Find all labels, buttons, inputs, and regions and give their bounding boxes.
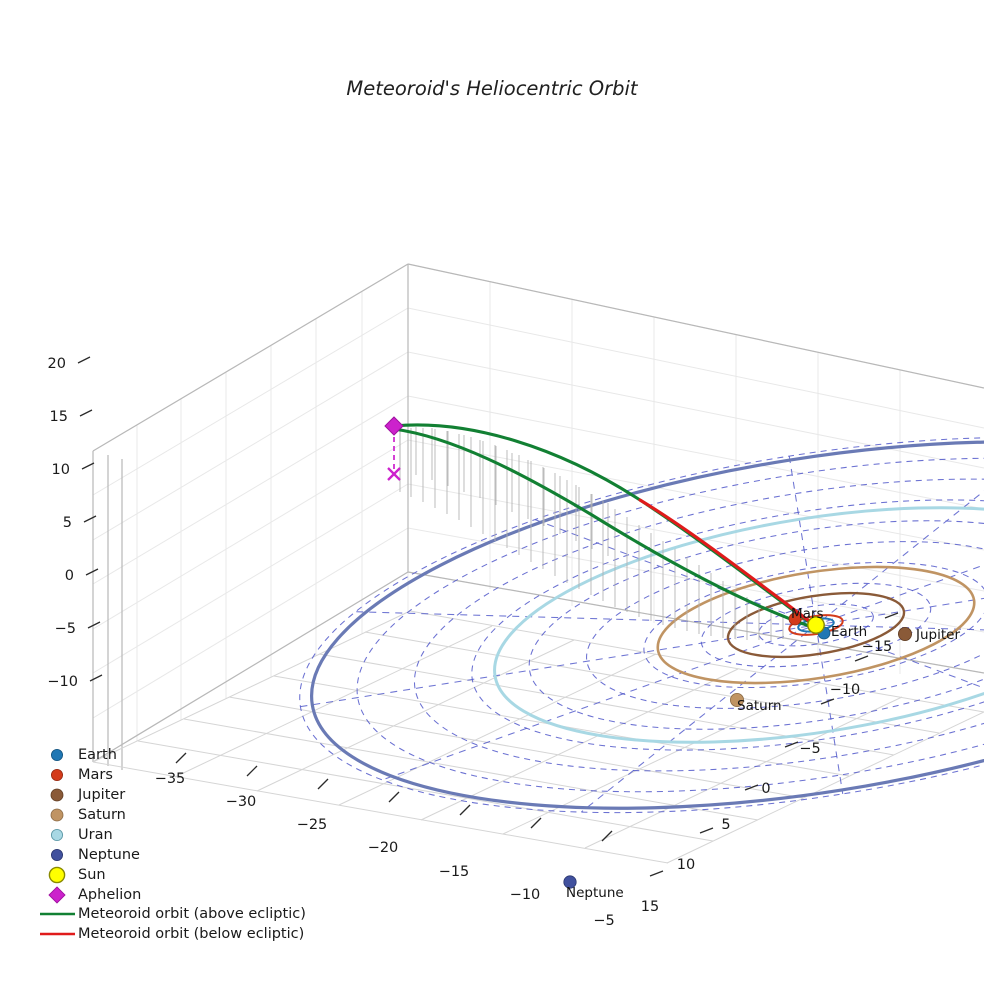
neptune-marker-icon [51,849,64,862]
legend-item-earth[interactable]: Earth [51,747,117,763]
z-tick-1: 15 [50,409,68,425]
x-tick-5: −10 [510,887,541,903]
legend-label-earth: Earth [78,747,117,763]
z-axis: 20 15 10 5 0 −5 −10 [47,356,103,690]
label-mars: Mars [791,606,824,622]
orbit-jupiter [726,591,906,659]
legend-label-jupiter: Jupiter [77,787,125,803]
legend-label-sun: Sun [78,867,106,883]
marker-saturn [730,693,745,708]
label-jupiter: Jupiter [915,627,960,643]
orbit-uranus [493,506,984,744]
back-pane-left [92,264,409,762]
back-pane-right-verticals [407,264,901,674]
orbit-neptune [310,440,984,810]
marker-jupiter [898,627,913,642]
legend-label-uran: Uran [78,827,113,843]
label-saturn: Saturn [737,698,782,714]
y-tick-4: 5 [721,817,730,833]
y-tick-5: 10 [677,857,695,873]
planet-orbits [310,440,984,810]
y-tick-3: 0 [761,781,770,797]
meteoroid-orbit-above-ecliptic-2 [392,427,814,629]
aphelion-group [384,416,404,481]
legend-item-neptune[interactable]: Neptune [51,847,140,863]
marker-mars [788,612,802,626]
y-tick-1: −10 [830,682,861,698]
legend-label-mars: Mars [78,767,113,783]
jupiter-marker-icon [50,788,64,802]
x-tick-6: −5 [593,913,614,929]
label-earth: Earth [831,624,867,640]
aphelion-marker [384,416,404,436]
earth-marker-icon [51,749,64,762]
legend-label-aphelion: Aphelion [78,887,141,903]
z-tick-6: −10 [47,674,78,690]
aphelion-projection-x-icon [387,467,401,481]
legend-item-aphelion[interactable]: Aphelion [48,886,141,904]
z-tick-4: 0 [65,568,74,584]
legend-item-uran[interactable]: Uran [50,827,113,843]
legend-label-orbit-below: Meteoroid orbit (below ecliptic) [78,926,304,942]
mars-marker-icon [51,769,64,782]
aphelion-marker-icon [48,886,66,904]
z-tick-0: 20 [48,356,66,372]
sun-marker-icon [48,866,66,884]
box-edges [92,263,984,770]
y-tick-0: −15 [862,639,893,655]
z-tick-3: 5 [63,515,72,531]
y-tick-6: 15 [641,899,659,915]
marker-sun [807,616,825,634]
marker-neptune [563,875,577,889]
legend: Earth Mars Jupiter Saturn Uran [40,747,306,942]
z-tick-2: 10 [52,462,70,478]
planet-markers [563,612,913,889]
label-neptune: Neptune [566,885,624,901]
legend-item-sun[interactable]: Sun [48,866,106,884]
y-tick-2: −5 [799,741,820,757]
legend-item-jupiter[interactable]: Jupiter [50,787,125,803]
legend-label-orbit-above: Meteoroid orbit (above ecliptic) [78,906,306,922]
legend-item-orbit-above[interactable]: Meteoroid orbit (above ecliptic) [40,906,306,922]
legend-label-saturn: Saturn [78,807,126,823]
legend-label-neptune: Neptune [78,847,140,863]
z-tick-5: −5 [55,621,76,637]
page-title: Meteoroid's Heliocentric Orbit [346,77,639,100]
x-axis: −35 −30 −25 −20 −15 −10 −5 [155,752,615,929]
y-axis: −15 −10 −5 0 5 10 15 [641,612,899,915]
x-tick-0: −35 [155,771,186,787]
floor-grid [92,610,984,864]
x-tick-1: −30 [226,794,257,810]
x-tick-3: −20 [368,840,399,856]
legend-item-mars[interactable]: Mars [51,767,113,783]
uranus-marker-icon [50,828,64,842]
legend-item-orbit-below[interactable]: Meteoroid orbit (below ecliptic) [40,926,304,942]
x-tick-2: −25 [297,817,328,833]
legend-item-saturn[interactable]: Saturn [50,807,126,823]
orbit-mars [788,614,844,636]
saturn-marker-icon [50,808,64,822]
x-tick-4: −15 [439,864,470,880]
orbit-saturn [656,565,976,685]
